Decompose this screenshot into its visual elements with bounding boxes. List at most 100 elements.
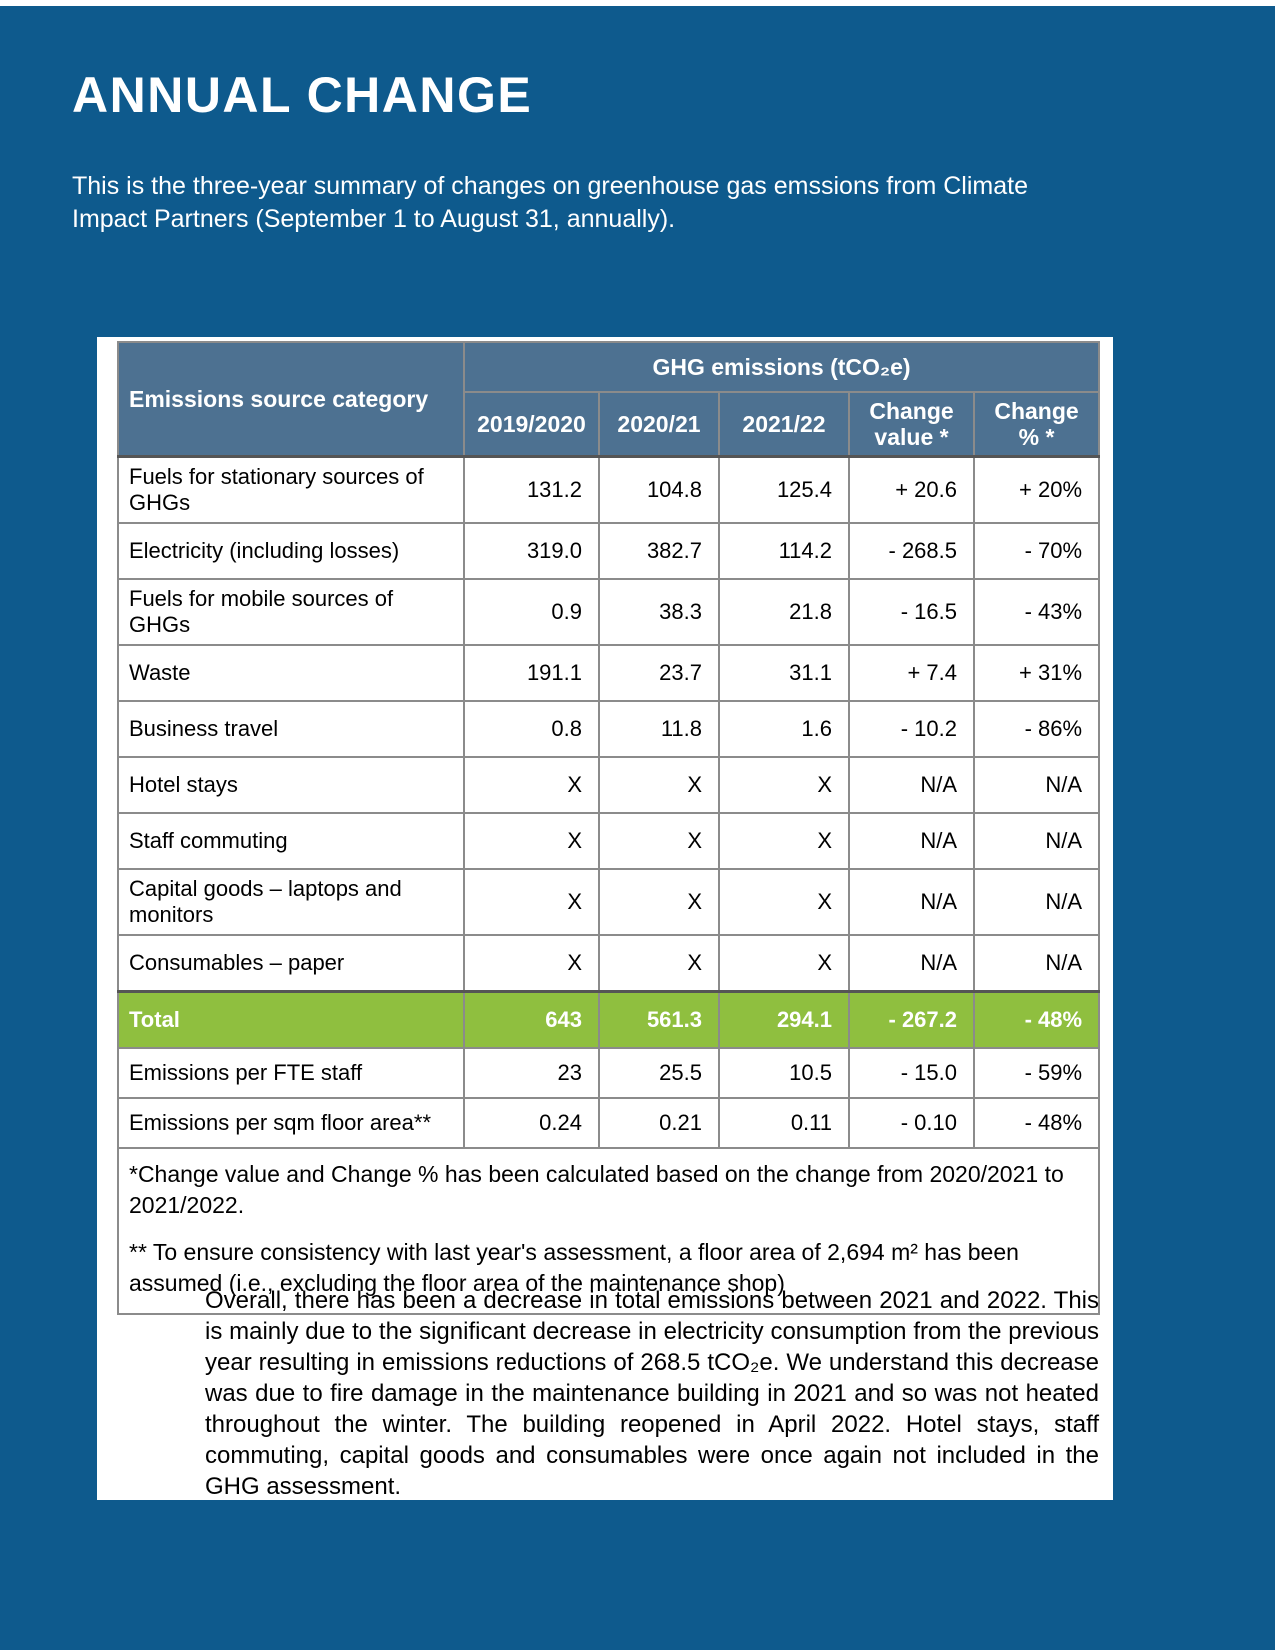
row-value: X	[598, 934, 720, 993]
row-value: 10.5	[718, 1047, 850, 1099]
summary-paragraph: Overall, there has been a decrease in to…	[205, 1287, 1099, 1500]
row-value: 38.3	[598, 578, 720, 646]
row-value: X	[598, 812, 720, 870]
content-card: Emissions source category GHG emissions …	[97, 337, 1113, 1500]
page-title: ANNUAL CHANGE	[72, 67, 533, 123]
footnote-cell: *Change value and Change % has been calc…	[116, 1147, 1101, 1315]
row-value: 131.2	[463, 455, 600, 524]
row-value: 191.1	[463, 644, 600, 702]
total-row: Total 643 561.3 294.1 - 267.2 - 48%	[117, 990, 1101, 1049]
row-value: 0.8	[463, 700, 600, 758]
row-value: + 20%	[972, 455, 1101, 524]
table-row: Fuels for mobile sources of GHGs 0.9 38.…	[117, 578, 1101, 646]
row-value: X	[718, 756, 850, 814]
table-row: Fuels for stationary sources of GHGs 131…	[117, 455, 1101, 524]
table-row: Consumables – paper X X X N/A N/A	[117, 934, 1101, 993]
row-value: N/A	[848, 812, 975, 870]
row-value: - 48%	[972, 1097, 1101, 1149]
table-row: Capital goods – laptops and monitors X X…	[117, 868, 1101, 936]
row-label: Business travel	[117, 700, 465, 758]
row-value: N/A	[848, 756, 975, 814]
row-value: - 86%	[972, 700, 1101, 758]
row-value: 104.8	[598, 455, 720, 524]
row-value: - 16.5	[848, 578, 975, 646]
row-value: X	[463, 756, 600, 814]
row-value: X	[718, 934, 850, 993]
row-label: Consumables – paper	[117, 934, 465, 993]
row-value: - 15.0	[848, 1047, 975, 1099]
total-value: - 267.2	[848, 990, 975, 1049]
row-label: Emissions per sqm floor area**	[117, 1097, 465, 1149]
row-value: 25.5	[598, 1047, 720, 1099]
row-label: Electricity (including losses)	[117, 522, 465, 580]
row-value: N/A	[972, 756, 1101, 814]
row-value: 1.6	[718, 700, 850, 758]
row-value: 0.21	[598, 1097, 720, 1149]
table-row: Waste 191.1 23.7 31.1 + 7.4 + 31%	[117, 644, 1101, 702]
row-value: + 20.6	[848, 455, 975, 524]
row-label: Waste	[117, 644, 465, 702]
total-value: 643	[463, 990, 600, 1049]
col-header-change-pct: Change % *	[972, 391, 1101, 458]
row-value: + 31%	[972, 644, 1101, 702]
row-label: Fuels for stationary sources of GHGs	[117, 455, 465, 524]
row-value: N/A	[972, 934, 1101, 993]
corner-header: Emissions source category	[117, 341, 465, 458]
col-header-2019-2020: 2019/2020	[463, 391, 600, 458]
table-row: Electricity (including losses) 319.0 382…	[117, 522, 1101, 580]
footnote-row: *Change value and Change % has been calc…	[116, 1147, 1101, 1315]
column-header-row: 2019/2020 2020/21 2021/22 Change value *…	[118, 391, 1101, 458]
row-value: 23	[463, 1047, 600, 1099]
row-value: 114.2	[718, 522, 850, 580]
row-value: - 0.10	[848, 1097, 975, 1149]
group-header: GHG emissions (tCO₂e)	[462, 341, 1101, 393]
total-value: - 48%	[972, 990, 1101, 1049]
row-value: 0.24	[463, 1097, 600, 1149]
row-value: 125.4	[718, 455, 850, 524]
row-value: N/A	[972, 868, 1101, 936]
table-row: Hotel stays X X X N/A N/A	[117, 756, 1101, 814]
row-value: 23.7	[598, 644, 720, 702]
row-value: 21.8	[718, 578, 850, 646]
table-row: Staff commuting X X X N/A N/A	[117, 812, 1101, 870]
intro-text: This is the three-year summary of change…	[72, 172, 1028, 233]
row-value: 31.1	[718, 644, 850, 702]
row-value: 0.11	[718, 1097, 850, 1149]
table-body: Fuels for stationary sources of GHGs 131…	[116, 455, 1101, 1315]
row-value: 11.8	[598, 700, 720, 758]
row-value: - 59%	[972, 1047, 1101, 1099]
row-value: N/A	[972, 812, 1101, 870]
footnote-change-basis: *Change value and Change % has been calc…	[129, 1161, 1064, 1218]
page-top-edge	[0, 0, 1275, 6]
row-label: Capital goods – laptops and monitors	[117, 868, 465, 936]
total-value: 561.3	[598, 990, 720, 1049]
row-value: 319.0	[463, 522, 600, 580]
row-value: X	[463, 934, 600, 993]
row-value: 382.7	[598, 522, 720, 580]
col-header-2021-22: 2021/22	[718, 391, 850, 458]
row-value: N/A	[848, 934, 975, 993]
row-value: N/A	[848, 868, 975, 936]
row-value: X	[463, 812, 600, 870]
total-label: Total	[117, 990, 465, 1049]
row-value: X	[598, 868, 720, 936]
row-value: X	[718, 868, 850, 936]
row-label: Hotel stays	[117, 756, 465, 814]
footnote-floor-area: ** To ensure consistency with last year'…	[129, 1239, 1019, 1296]
col-header-2020-21: 2020/21	[598, 391, 720, 458]
table-row: Business travel 0.8 11.8 1.6 - 10.2 - 86…	[117, 700, 1101, 758]
row-label: Fuels for mobile sources of GHGs	[117, 578, 465, 646]
row-value: - 268.5	[848, 522, 975, 580]
col-header-change-value: Change value *	[848, 391, 975, 458]
row-label: Staff commuting	[117, 812, 465, 870]
row-value: X	[463, 868, 600, 936]
row-value: 0.9	[463, 578, 600, 646]
group-header-row: Emissions source category GHG emissions …	[117, 341, 1101, 458]
row-label: Emissions per FTE staff	[117, 1047, 465, 1099]
row-value: - 43%	[972, 578, 1101, 646]
row-value: X	[598, 756, 720, 814]
row-value: + 7.4	[848, 644, 975, 702]
total-value: 294.1	[718, 990, 850, 1049]
metric-row: Emissions per sqm floor area** 0.24 0.21…	[117, 1097, 1101, 1149]
